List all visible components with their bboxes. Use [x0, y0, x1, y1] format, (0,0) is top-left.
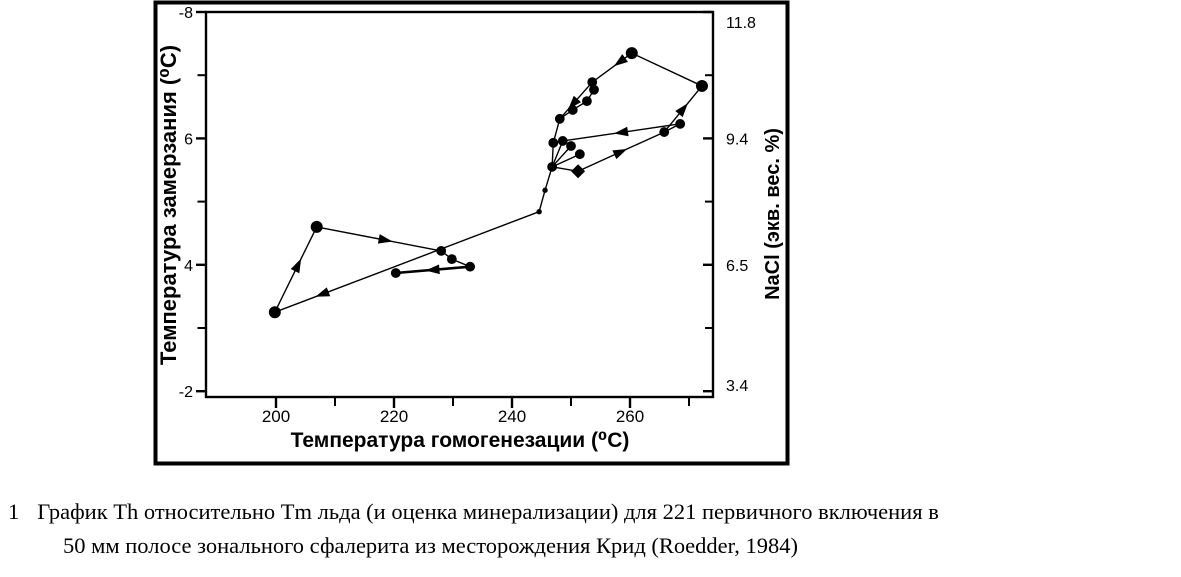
- caption-number: 1: [8, 499, 20, 524]
- x-tick-label: 220: [380, 407, 408, 426]
- data-point: [589, 84, 599, 95]
- direction-arrow: [315, 287, 331, 297]
- data-point: [566, 141, 576, 151]
- y-left-tick-label: 6: [184, 131, 193, 148]
- y-right-tick-label: 11.8: [726, 15, 756, 32]
- data-point: [587, 77, 598, 88]
- data-point: [547, 161, 558, 172]
- data-point: [574, 149, 585, 160]
- data-series: [268, 47, 708, 319]
- y-left-tick-label: -2: [179, 384, 193, 401]
- data-point: [582, 96, 592, 107]
- data-point: [268, 306, 281, 319]
- data-point: [542, 187, 548, 193]
- direction-arrow: [377, 234, 393, 244]
- caption-text-1: График Th относительно Tm льда (и оценка…: [37, 499, 939, 524]
- y-left-tick-label: -8: [179, 5, 193, 22]
- axes-ticks: 200 220 240 260 -8 6 4 -2 11.8 9.4 6.5 3.4: [179, 5, 756, 426]
- direction-arrow: [612, 148, 628, 160]
- x-axis-title: Температура гомогенезации (⁰C): [291, 429, 630, 452]
- direction-arrow: [675, 103, 688, 118]
- y-left-tick-label: 4: [184, 258, 193, 275]
- data-point: [557, 136, 568, 146]
- y-right-tick-label: 3.4: [726, 378, 748, 395]
- path-segment: [591, 52, 633, 83]
- data-point: [310, 220, 323, 233]
- plot-area-border: [204, 10, 715, 399]
- data-point: [695, 79, 708, 92]
- data-point: [436, 245, 447, 256]
- x-tick-label: 200: [262, 407, 290, 426]
- data-point: [446, 254, 457, 265]
- direction-arrow: [290, 258, 302, 274]
- data-point: [659, 127, 670, 137]
- path-segment: [559, 89, 595, 120]
- y-right-tick-label: 6.5: [726, 258, 748, 275]
- data-point: [465, 261, 476, 272]
- y-right-tick-label: 9.4: [726, 131, 748, 148]
- x-tick-label: 260: [616, 407, 644, 426]
- y-axis-title-right: NaCl (экв. вес. %): [762, 128, 784, 300]
- direction-arrow: [425, 264, 440, 275]
- data-point: [390, 268, 401, 278]
- data-point-diamond: [571, 164, 586, 179]
- data-point: [554, 113, 565, 124]
- data-point: [536, 209, 542, 215]
- x-tick-label: 240: [498, 407, 526, 426]
- data-point: [548, 137, 559, 148]
- path-segment: [551, 153, 581, 168]
- caption-text-2: 50 мм полосе зонального сфалерита из мес…: [63, 533, 798, 558]
- y-axis-title-left: Температура замерзания (⁰C): [156, 45, 181, 365]
- figure-border: [153, 0, 790, 466]
- data-point: [675, 118, 686, 129]
- caption-line-1: 1 График Th относительно Tm льда (и оценк…: [8, 499, 939, 525]
- direction-arrow: [614, 126, 629, 137]
- path-segment: [631, 52, 703, 87]
- direction-arrow: [613, 54, 628, 67]
- data-point: [567, 105, 578, 115]
- data-point: [625, 47, 638, 60]
